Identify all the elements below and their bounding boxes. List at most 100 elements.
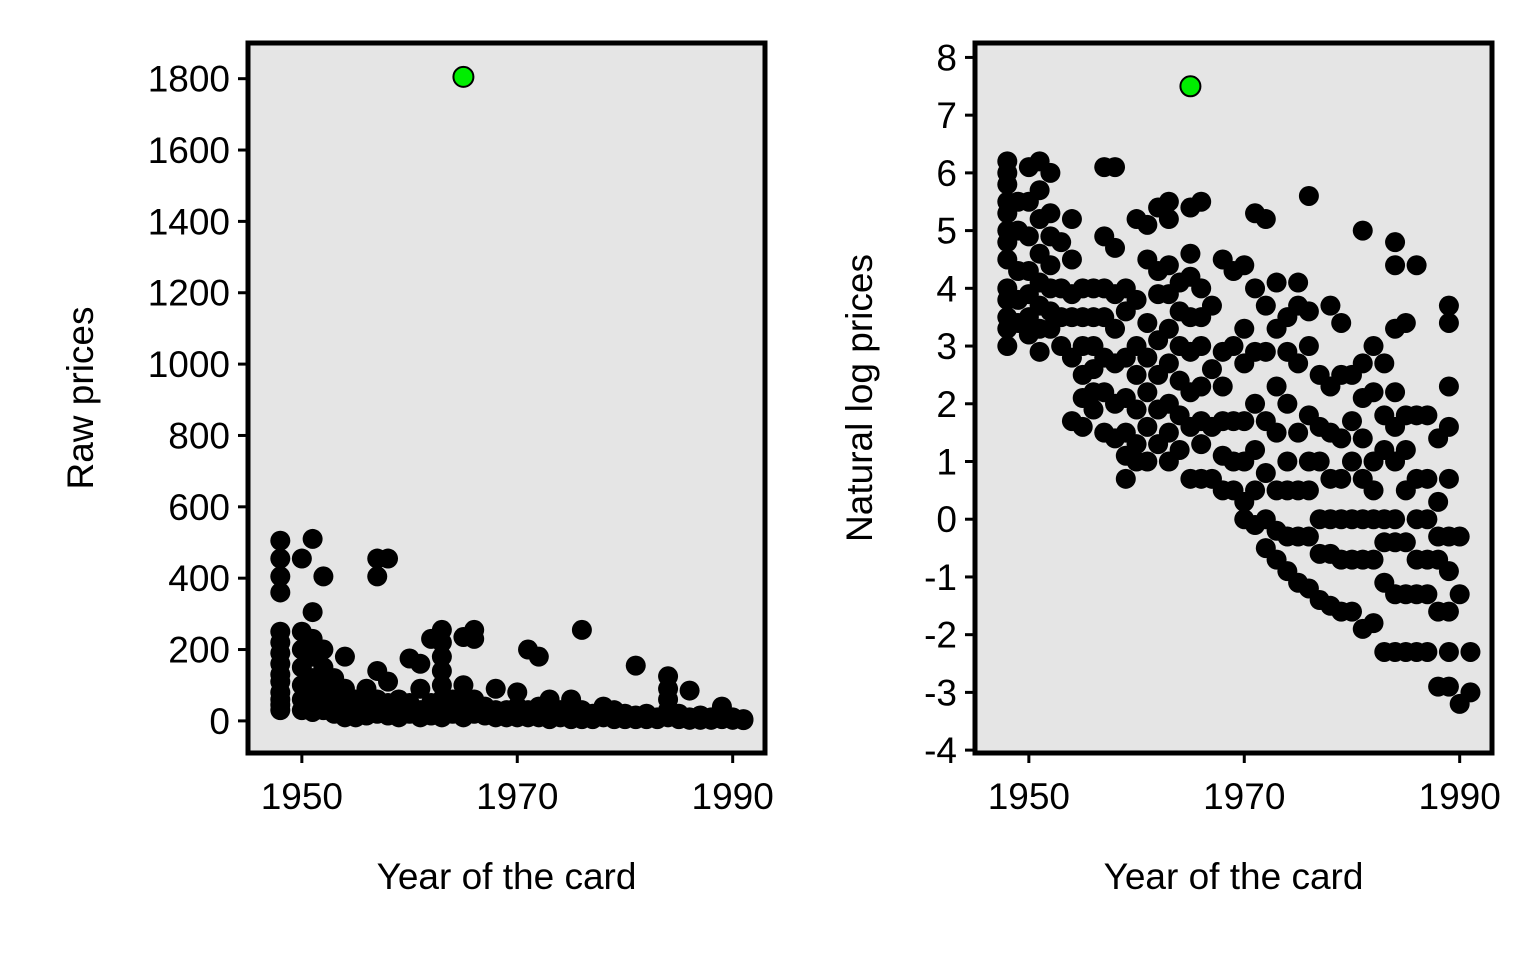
- log-prices-data-point: [1137, 382, 1158, 403]
- log-prices-data-point: [1428, 491, 1449, 512]
- log-prices-data-point: [1266, 272, 1287, 293]
- log-prices-points: [997, 75, 1481, 714]
- log-prices-data-point: [1352, 428, 1373, 449]
- log-prices-data-point: [1298, 301, 1319, 322]
- log-prices-data-point: [1298, 185, 1319, 206]
- log-prices-data-point: [1029, 341, 1050, 362]
- log-prices-data-point: [1363, 336, 1384, 357]
- log-prices-data-point: [1438, 312, 1459, 333]
- log-prices-data-point: [997, 174, 1018, 195]
- raw-prices-y-axis-label: Raw prices: [60, 307, 101, 490]
- log-prices-data-point: [1277, 451, 1298, 472]
- log-prices-data-point: [1417, 509, 1438, 530]
- log-prices-data-point: [1137, 451, 1158, 472]
- log-prices-data-point: [1438, 561, 1459, 582]
- raw-prices-x-tick-label: 1990: [692, 776, 774, 817]
- log-prices-data-point: [997, 336, 1018, 357]
- log-prices-y-tick-label: 3: [936, 326, 957, 367]
- log-prices-x-tick-label: 1970: [1203, 776, 1285, 817]
- raw-prices-x-axis-label: Year of the card: [377, 856, 637, 897]
- raw-prices-data-point: [270, 566, 291, 587]
- raw-prices-data-point: [302, 528, 323, 549]
- log-prices-data-point: [1040, 255, 1061, 276]
- log-prices-data-point: [1385, 382, 1406, 403]
- log-prices-data-point: [1320, 295, 1341, 316]
- log-prices-data-point: [1417, 641, 1438, 662]
- log-prices-data-point: [1169, 439, 1190, 460]
- log-prices-y-tick-label: -2: [924, 615, 957, 656]
- log-prices-panel: 8 7 6 5 4 3 2 1 0 -1 -2 -3 -4 1950 1970 1990 Year of t…: [839, 37, 1501, 897]
- raw-prices-highlight-point: [452, 65, 475, 88]
- raw-prices-data-point: [679, 680, 700, 701]
- log-prices-data-point: [1385, 255, 1406, 276]
- raw-prices-y-tick-label: 1200: [148, 273, 230, 314]
- log-prices-data-point: [1395, 312, 1416, 333]
- log-prices-data-point: [1255, 209, 1276, 230]
- log-prices-x-axis-label: Year of the card: [1104, 856, 1364, 897]
- log-prices-data-point: [1158, 209, 1179, 230]
- raw-prices-data-point: [431, 646, 452, 667]
- raw-prices-y-tick-label: 0: [209, 701, 230, 742]
- log-prices-data-point: [1417, 405, 1438, 426]
- raw-prices-data-point: [313, 639, 334, 660]
- raw-prices-y-tick-label: 200: [168, 630, 230, 671]
- log-prices-data-point: [1255, 341, 1276, 362]
- log-prices-data-point: [1363, 549, 1384, 570]
- log-prices-data-point: [1438, 641, 1459, 662]
- log-prices-data-point: [1105, 237, 1126, 258]
- log-prices-data-point: [1266, 422, 1287, 443]
- log-prices-y-tick-label: -3: [924, 672, 957, 713]
- log-prices-data-point: [1277, 393, 1298, 414]
- log-prices-data-point: [1363, 480, 1384, 501]
- raw-prices-data-point: [334, 646, 355, 667]
- log-prices-data-point: [1438, 295, 1459, 316]
- log-prices-y-tick-label: 5: [936, 211, 957, 252]
- raw-prices-data-point: [270, 548, 291, 569]
- raw-prices-x-tick-label: 1950: [261, 776, 343, 817]
- log-prices-data-point: [1395, 532, 1416, 553]
- log-prices-data-point: [1245, 278, 1266, 299]
- log-prices-y-tick-label: 0: [936, 499, 957, 540]
- raw-prices-data-point: [453, 675, 474, 696]
- log-prices-data-point: [1105, 157, 1126, 178]
- log-prices-data-point: [1309, 451, 1330, 472]
- log-prices-data-point: [1137, 312, 1158, 333]
- raw-prices-y-tick-label: 400: [168, 558, 230, 599]
- log-prices-data-point: [1406, 255, 1427, 276]
- log-prices-data-point: [1234, 411, 1255, 432]
- raw-prices-y-tick-label: 1600: [148, 130, 230, 171]
- log-prices-data-point: [1417, 584, 1438, 605]
- raw-prices-points: [270, 65, 754, 731]
- log-prices-data-point: [1245, 480, 1266, 501]
- log-prices-data-point: [1460, 682, 1481, 703]
- log-prices-data-point: [1018, 226, 1039, 247]
- raw-prices-data-point: [270, 582, 291, 603]
- log-prices-data-point: [1115, 468, 1136, 489]
- log-prices-data-point: [1331, 428, 1352, 449]
- log-prices-data-point: [1288, 422, 1309, 443]
- log-prices-data-point: [1385, 232, 1406, 253]
- log-prices-data-point: [1266, 376, 1287, 397]
- log-prices-data-point: [1137, 416, 1158, 437]
- log-prices-data-point: [1352, 220, 1373, 241]
- log-prices-data-point: [1105, 318, 1126, 339]
- log-prices-data-point: [1137, 347, 1158, 368]
- log-prices-x-tick-label: 1990: [1419, 776, 1501, 817]
- log-prices-data-point: [1374, 353, 1395, 374]
- raw-prices-data-point: [410, 678, 431, 699]
- log-prices-data-point: [1298, 526, 1319, 547]
- log-prices-data-point: [1158, 255, 1179, 276]
- raw-prices-data-point: [378, 671, 399, 692]
- log-prices-data-point: [1438, 676, 1459, 697]
- log-prices-data-point: [1083, 399, 1104, 420]
- log-prices-data-point: [1363, 613, 1384, 634]
- log-prices-data-point: [1449, 584, 1470, 605]
- raw-prices-data-point: [571, 619, 592, 640]
- raw-prices-y-tick-label: 1800: [148, 59, 230, 100]
- log-prices-data-point: [1341, 601, 1362, 622]
- log-prices-data-point: [1201, 359, 1222, 380]
- log-prices-data-point: [1234, 318, 1255, 339]
- log-prices-highlight-point: [1179, 75, 1202, 98]
- log-prices-data-point: [1158, 353, 1179, 374]
